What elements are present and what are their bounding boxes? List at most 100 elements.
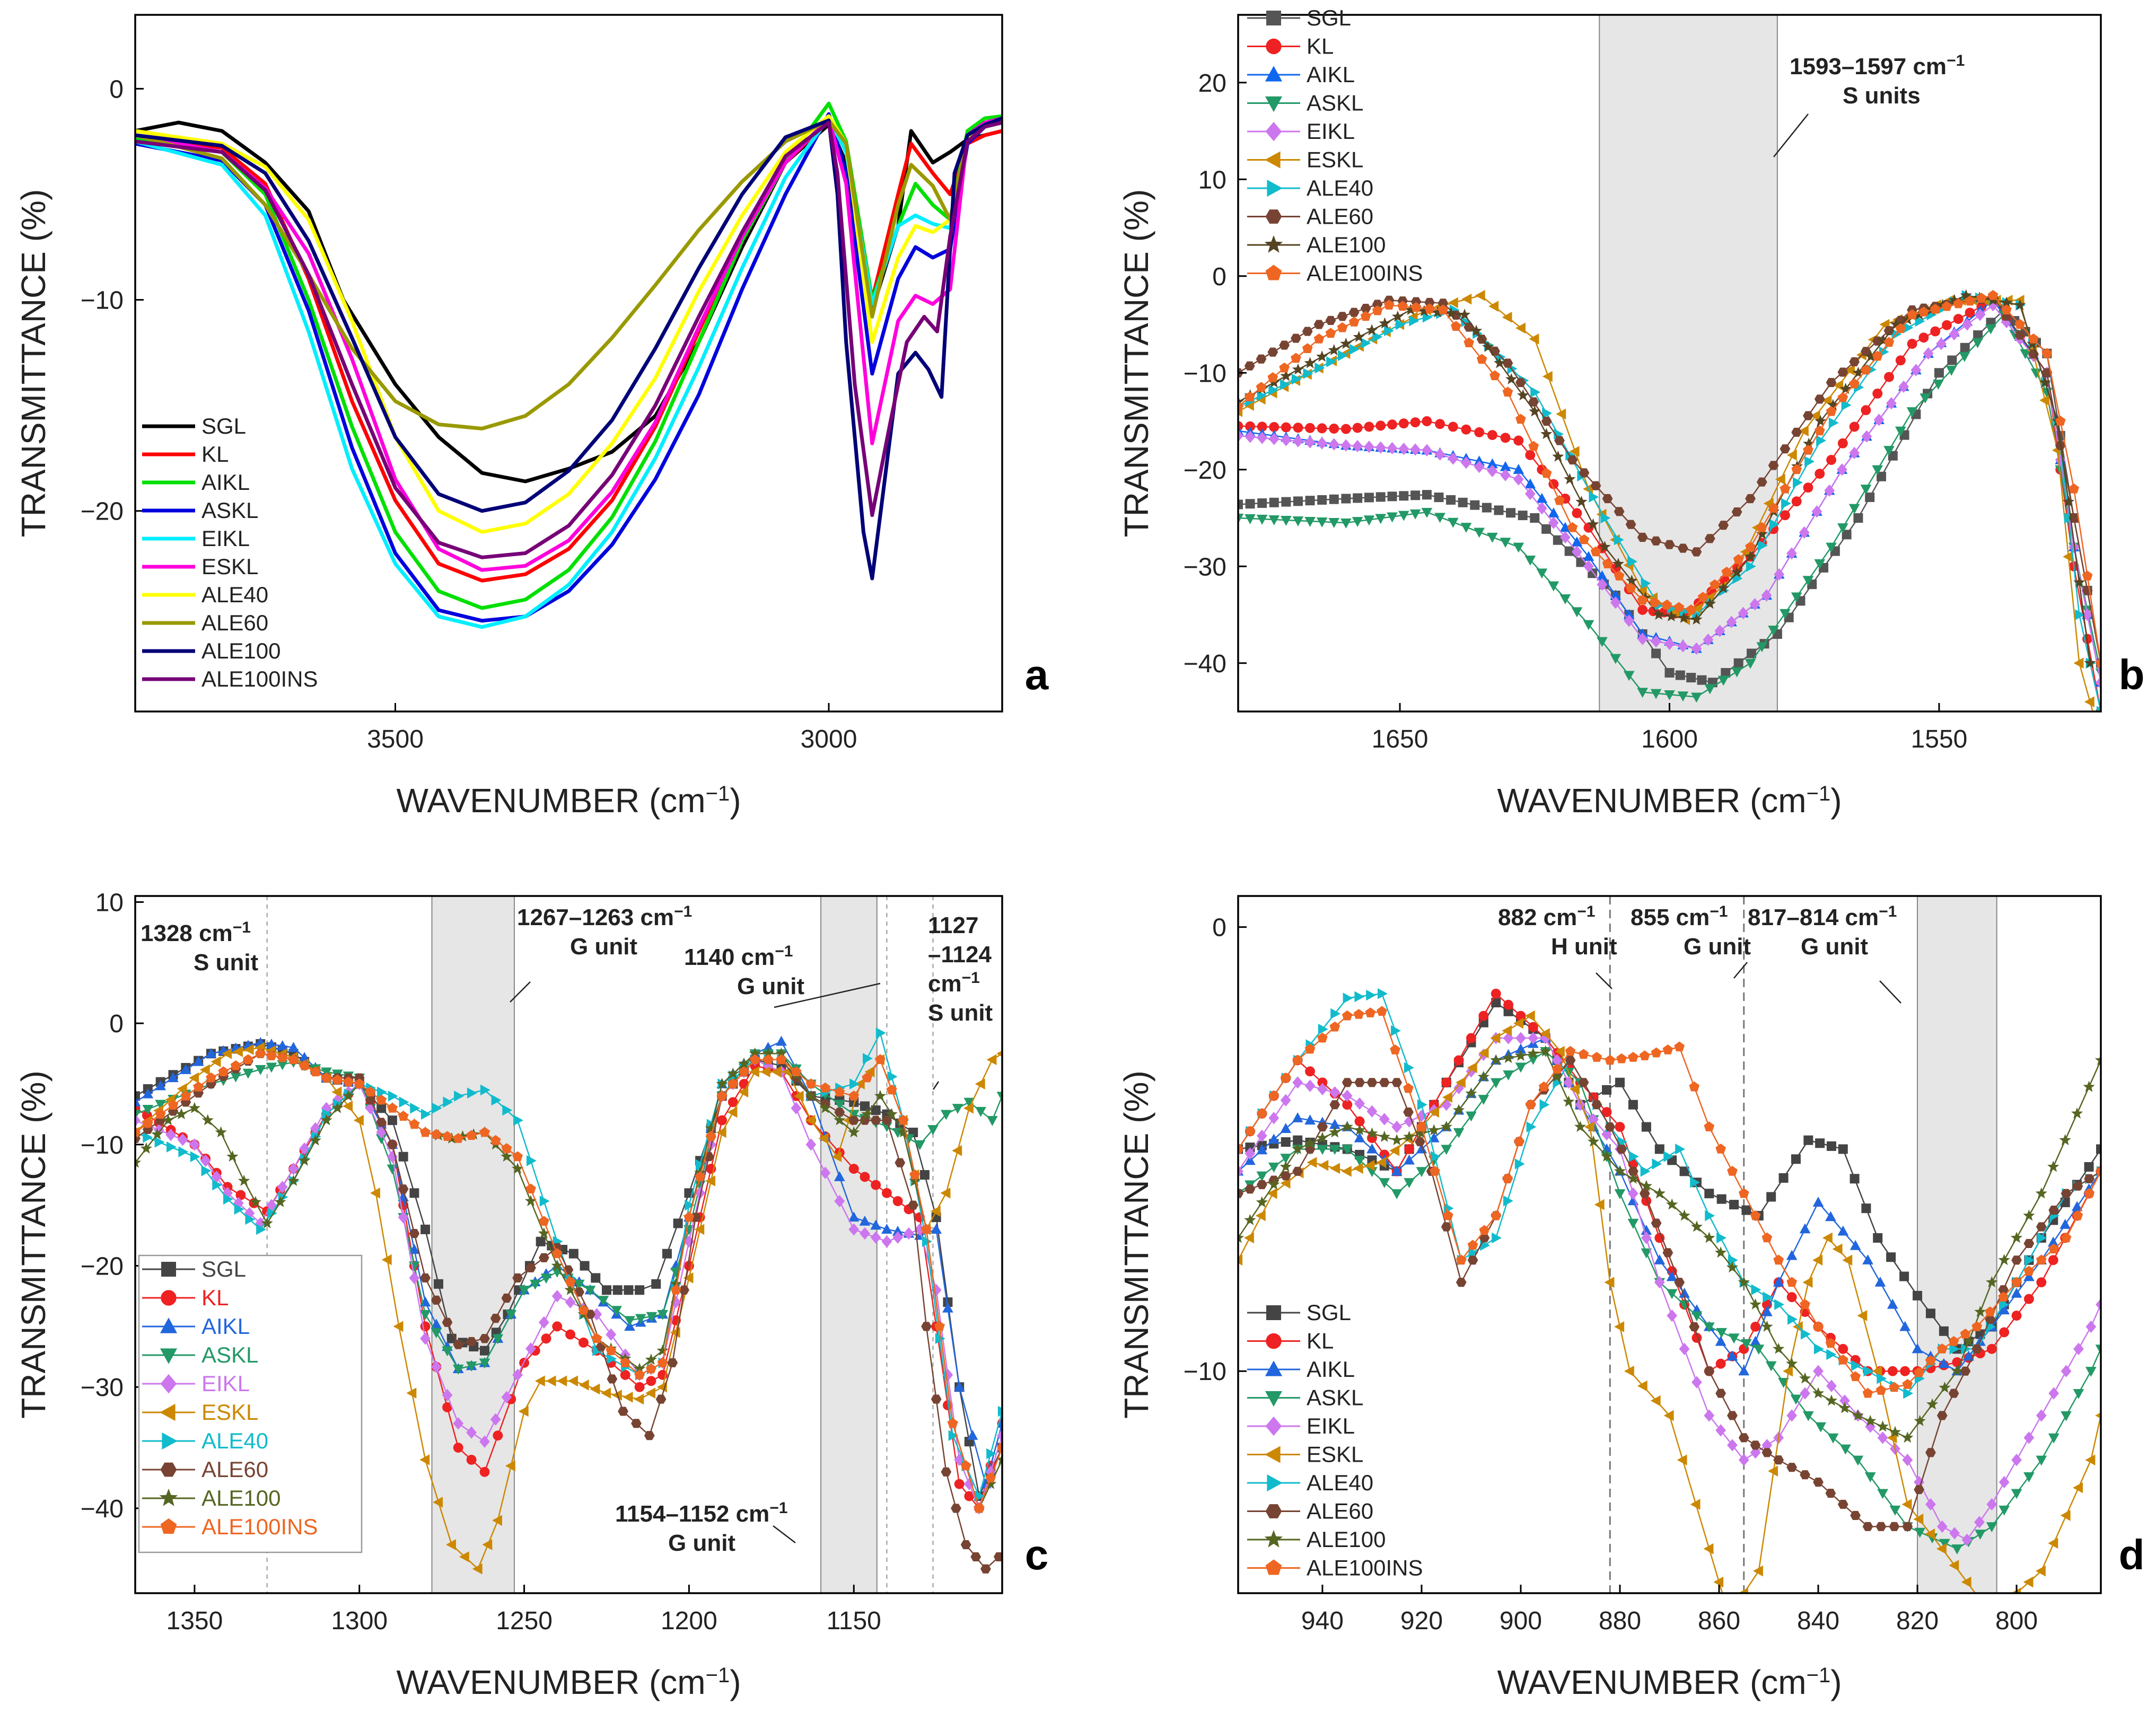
data-point — [1791, 464, 1802, 475]
data-point — [914, 1223, 925, 1236]
data-point — [1768, 503, 1779, 513]
data-point — [1930, 303, 1941, 314]
series-line-eikl — [135, 116, 1002, 629]
data-point — [377, 1086, 387, 1098]
data-point — [1342, 1078, 1353, 1087]
data-point — [1948, 1336, 1959, 1346]
data-point — [848, 1223, 860, 1236]
data-point — [1791, 427, 1802, 437]
data-point — [1280, 1073, 1291, 1083]
data-point — [2073, 1389, 2084, 1399]
data-point — [1379, 317, 1391, 329]
data-point — [930, 1206, 941, 1217]
data-point — [1387, 419, 1397, 430]
data-point — [2023, 1209, 2035, 1221]
data-point — [635, 1314, 646, 1324]
data-point — [2035, 1565, 2046, 1577]
data-point — [162, 1114, 174, 1126]
data-point — [1317, 1032, 1328, 1043]
data-point — [1803, 437, 1815, 449]
data-point — [288, 1042, 299, 1052]
data-point — [1238, 1144, 1243, 1154]
legend-item-ale60: ALE60 — [1247, 1499, 1373, 1524]
data-point — [963, 1097, 975, 1108]
data-point — [1353, 1009, 1364, 1019]
data-point — [1986, 1276, 1998, 1288]
data-point — [1353, 331, 1365, 342]
data-point — [1623, 671, 1635, 681]
data-point — [931, 1224, 942, 1234]
data-point — [1615, 1122, 1625, 1132]
data-point — [1448, 421, 1458, 432]
legend-label: ESKL — [1307, 147, 1363, 172]
data-point — [466, 1130, 477, 1140]
data-point — [1478, 1047, 1489, 1059]
data-point — [645, 1387, 656, 1399]
data-point — [1541, 524, 1552, 534]
data-point — [1330, 1163, 1340, 1174]
annotation: 1593–1597 cm−1S units — [1773, 52, 1965, 157]
data-point — [1845, 364, 1855, 376]
data-point — [1813, 1321, 1824, 1331]
data-point — [1853, 513, 1863, 523]
y-tick-label: −10 — [1184, 359, 1226, 388]
y-axis-label: TRANSMITTANCE (%) — [14, 1070, 52, 1419]
data-point — [952, 1104, 963, 1114]
annotation-text: 1154–1152 cm−1 — [615, 1499, 787, 1527]
data-point — [353, 1114, 364, 1126]
data-point — [695, 1187, 706, 1200]
data-point — [1503, 1070, 1514, 1080]
data-point — [177, 1133, 188, 1146]
data-point — [1862, 1522, 1873, 1531]
data-point — [1292, 1076, 1303, 1089]
data-point — [1639, 1050, 1650, 1060]
data-point — [624, 1285, 634, 1295]
data-point — [1530, 513, 1540, 523]
data-point — [1665, 610, 1678, 622]
data-point — [1721, 566, 1732, 577]
data-point — [1898, 380, 1909, 393]
legend-item-kl: KL — [1247, 1329, 1334, 1354]
data-point — [634, 1363, 646, 1374]
data-point — [1864, 1414, 1877, 1426]
data-point — [1753, 1345, 1765, 1355]
x-tick-label: 920 — [1400, 1607, 1443, 1635]
data-point — [151, 1128, 163, 1140]
data-point — [1474, 528, 1485, 538]
data-point — [398, 1211, 409, 1224]
data-point — [1840, 1444, 1851, 1455]
data-point — [1704, 534, 1715, 543]
data-point — [1552, 1054, 1563, 1067]
annotation-leader — [1879, 980, 1901, 1004]
data-point — [442, 1389, 453, 1402]
data-point — [1291, 333, 1301, 343]
data-point — [1554, 1046, 1565, 1057]
data-point — [1837, 1225, 1849, 1236]
data-point — [1434, 513, 1445, 523]
data-point — [332, 1074, 343, 1085]
data-point — [1245, 499, 1255, 509]
data-point — [1726, 616, 1737, 628]
data-point — [963, 1102, 974, 1114]
x-tick-label: 820 — [1896, 1607, 1939, 1635]
data-point — [1756, 477, 1767, 487]
data-point — [1348, 308, 1360, 317]
data-point — [1690, 1220, 1703, 1232]
y-tick-label: −30 — [1184, 553, 1226, 581]
legend-label: ASKL — [201, 1342, 258, 1367]
data-point — [1965, 308, 1975, 318]
data-point — [180, 1064, 191, 1074]
data-point — [1479, 1233, 1490, 1243]
data-point — [897, 1126, 909, 1138]
data-point — [914, 1140, 925, 1150]
data-point — [406, 1387, 417, 1399]
data-point — [1999, 1304, 2010, 1315]
data-point — [1466, 1111, 1477, 1122]
data-point — [526, 1155, 537, 1166]
data-point — [1238, 429, 1243, 442]
data-point — [215, 1126, 227, 1138]
data-point — [1552, 450, 1564, 462]
data-point — [211, 1056, 221, 1067]
data-point — [2020, 349, 2031, 359]
data-point — [716, 1077, 728, 1089]
